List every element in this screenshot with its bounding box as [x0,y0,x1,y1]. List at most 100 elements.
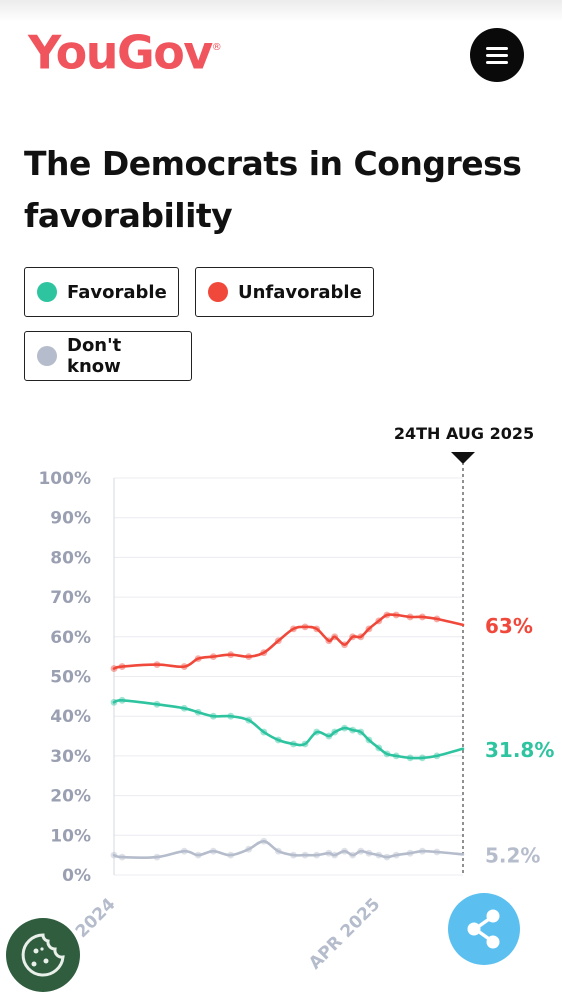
x-tick-label: APR 2025 [305,894,384,973]
menu-button[interactable] [470,28,524,82]
series-line-don-t-know [112,840,465,859]
data-point-unfavorable [349,633,357,641]
data-point-don-t-know [290,851,297,859]
data-point-unfavorable [365,625,373,633]
data-point-unfavorable [290,625,297,633]
data-point-unfavorable [110,665,118,672]
legend-unfavorable-toggle[interactable]: Unfavorable [195,267,374,317]
data-point-don-t-know [301,851,309,859]
end-value-label-unfavorable: 63% [485,614,533,638]
hamburger-menu-icon [486,47,508,50]
data-point-don-t-know [110,851,118,859]
data-point-favorable [383,750,391,758]
data-point-favorable [365,736,373,744]
data-point-don-t-know [375,851,383,859]
data-point-don-t-know [180,847,188,855]
data-point-unfavorable [274,637,282,645]
share-button[interactable] [448,893,520,965]
end-value-label-favorable: 31.8% [485,738,554,762]
data-point-don-t-know [383,853,391,861]
data-point-favorable [418,754,426,762]
data-point-don-t-know [406,849,414,857]
data-point-don-t-know [392,851,400,859]
data-point-don-t-know [313,851,321,859]
data-point-favorable [180,704,188,712]
data-point-favorable [325,732,333,740]
status-bar [0,0,562,22]
unfavorable-dot-icon [208,282,228,302]
data-point-don-t-know [349,851,357,859]
y-tick-label: 40% [50,707,91,727]
data-point-favorable [260,728,268,736]
data-point-favorable [375,744,383,752]
data-point-unfavorable [118,663,126,670]
data-point-unfavorable [406,613,414,621]
y-tick-label: 30% [50,747,91,767]
legend-dont-know-label: Don't know [67,335,122,377]
y-tick-label: 70% [50,588,91,608]
y-tick-label: 90% [50,509,91,529]
data-point-unfavorable [325,637,333,645]
data-point-unfavorable [227,651,235,659]
data-point-favorable [392,752,400,760]
data-point-favorable [153,700,161,708]
data-point-unfavorable [433,615,441,623]
cookie-settings-button[interactable] [6,918,80,992]
data-point-unfavorable [313,625,321,633]
favorable-dot-icon [37,282,57,302]
data-point-don-t-know [433,848,441,856]
data-point-don-t-know [209,847,217,855]
hamburger-menu-icon-bar [486,61,508,64]
data-point-favorable [274,736,282,744]
favorability-line-chart[interactable]: 100%90%80%70%60%50%40%30%20%10%0%2024 APR… [0,410,562,985]
y-tick-label: 60% [50,628,91,648]
data-point-unfavorable [194,655,202,663]
data-point-don-t-know [418,847,426,855]
data-point-don-t-know [331,851,339,859]
data-point-unfavorable [357,633,365,641]
current-date-marker-triangle [451,452,475,464]
current-date-label: 24TH AUG 2025 [394,424,534,443]
data-point-unfavorable [260,649,268,657]
data-point-favorable [349,726,357,734]
data-point-don-t-know [274,847,282,855]
data-point-unfavorable [383,611,391,619]
data-point-don-t-know [325,849,333,857]
data-point-don-t-know [357,847,365,855]
data-point-unfavorable [180,663,188,670]
data-point-favorable [118,696,126,704]
legend-favorable-toggle[interactable]: Favorable [24,267,179,317]
y-tick-label: 0% [62,866,91,886]
data-point-unfavorable [331,633,339,641]
data-point-favorable [290,740,297,748]
series-line-favorable [112,698,465,760]
data-point-unfavorable [153,661,161,668]
legend-dont-know-toggle[interactable]: Don't know [24,331,192,381]
y-tick-label: 100% [38,469,91,489]
data-point-don-t-know [245,845,253,853]
data-point-don-t-know [365,849,373,857]
data-point-favorable [245,716,253,724]
data-point-favorable [341,724,348,732]
data-point-favorable [301,740,309,748]
data-point-favorable [110,698,118,706]
data-point-don-t-know [194,851,202,859]
data-point-favorable [406,754,414,762]
yougov-logo[interactable]: YouGov® [28,25,222,80]
data-point-don-t-know [153,853,161,861]
y-tick-label: 20% [50,787,91,807]
y-tick-label: 50% [50,668,91,688]
data-point-unfavorable [245,653,253,661]
legend-unfavorable-label: Unfavorable [238,281,362,303]
data-point-favorable [194,708,202,716]
data-point-unfavorable [209,653,217,661]
data-point-unfavorable [392,611,400,619]
y-tick-label: 10% [50,826,91,846]
share-icon [467,909,500,949]
data-point-favorable [209,712,217,720]
end-value-label-don-t-know: 5.2% [485,843,540,867]
hamburger-menu-icon-bar [486,54,508,57]
legend-favorable-label: Favorable [67,281,167,303]
data-point-unfavorable [375,617,383,625]
data-point-don-t-know [118,853,126,861]
